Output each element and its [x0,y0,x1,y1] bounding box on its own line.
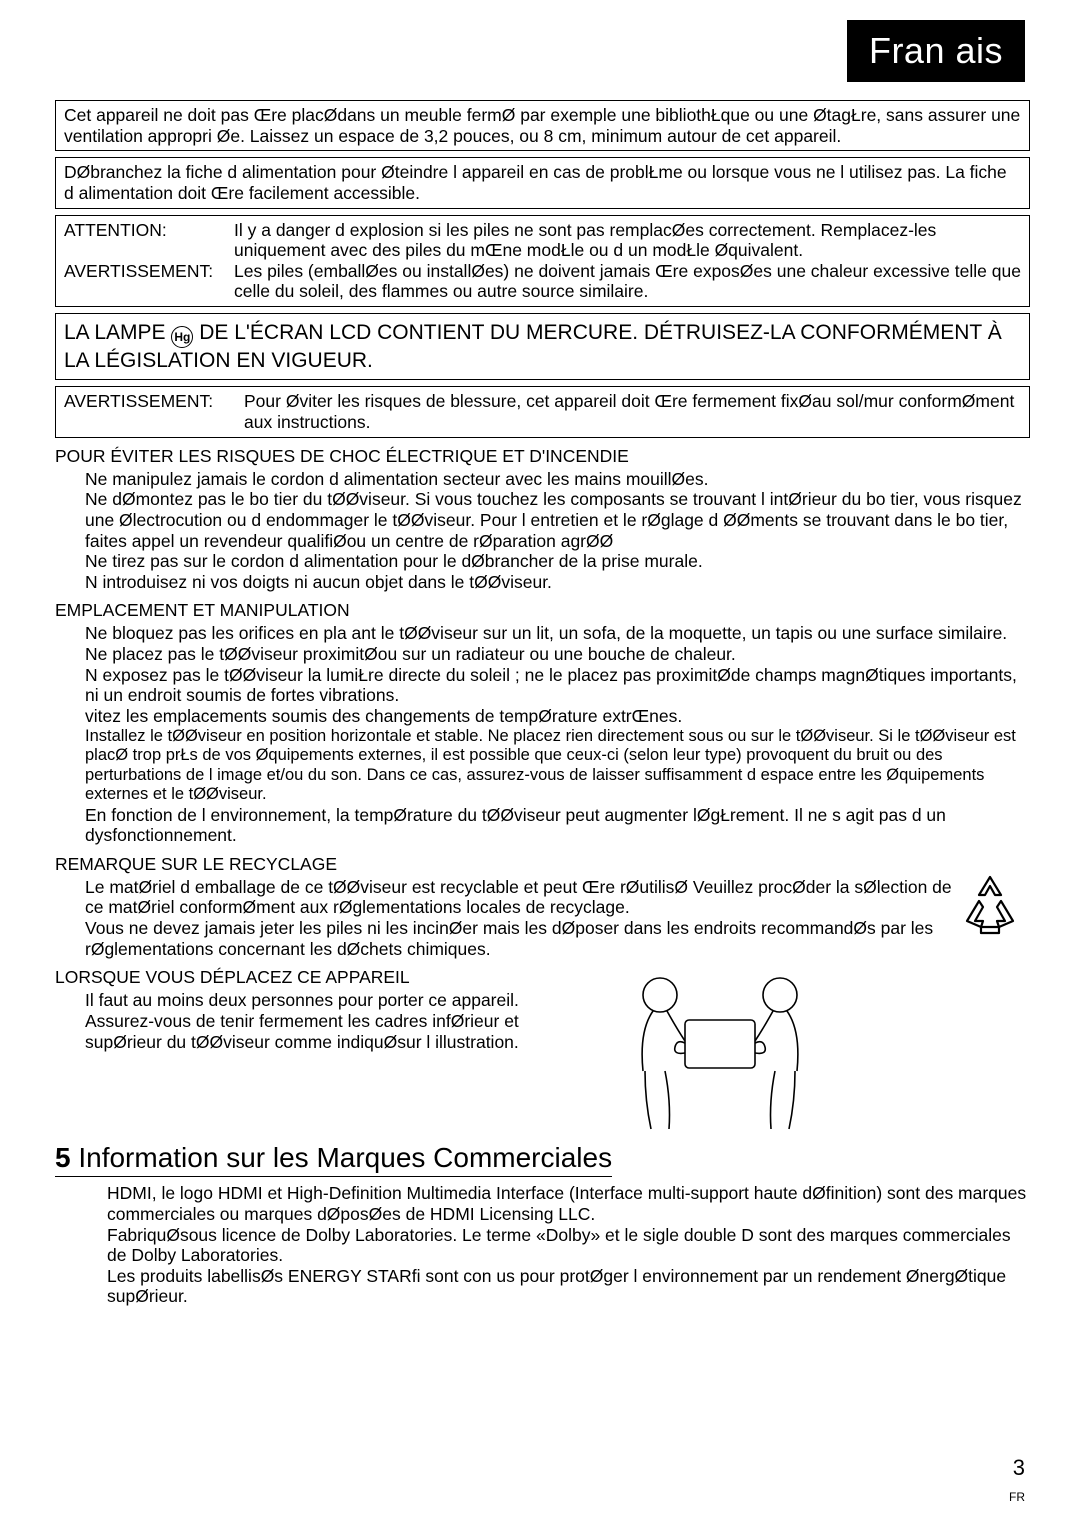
section-recycling-items: Le matØriel d emballage de ce tØØviseur … [85,877,955,960]
list-item: Assurez-vous de tenir fermement les cadr… [85,1011,595,1052]
warning2-label: AVERTISSEMENT: [64,391,244,432]
section-moving-items: Il faut au moins deux personnes pour por… [85,990,595,1052]
list-item: HDMI, le logo HDMI et High-Definition Mu… [107,1183,1030,1224]
language-chip: Fran ais [847,20,1025,82]
section-title: Information sur les Marques Commerciales [71,1142,613,1173]
section-electrical-items: Ne manipulez jamais le cordon d alimenta… [85,469,1030,593]
section-trademark-items: HDMI, le logo HDMI et High-Definition Mu… [107,1183,1030,1307]
list-item: Ne tirez pas sur le cordon d alimentatio… [85,551,1030,572]
list-item: En fonction de l environnement, la tempØ… [85,805,1030,846]
section-location-heading: EMPLACEMENT ET MANIPULATION [55,600,1030,621]
section-electrical-heading: POUR ÉVITER LES RISQUES DE CHOC ÉLECTRIQ… [55,446,1030,467]
list-item: Ne bloquez pas les orifices en pla ant l… [85,623,1030,644]
list-item: vitez les emplacements soumis des change… [85,706,1030,727]
attention-text: Il y a danger d explosion si les piles n… [234,220,1021,261]
list-item: Le matØriel d emballage de ce tØØviseur … [85,877,955,918]
list-item: N introduisez ni vos doigts ni aucun obj… [85,572,1030,593]
list-item: Ne placez pas le tØØviseur proximitØou s… [85,644,1030,665]
list-item: Vous ne devez jamais jeter les piles ni … [85,918,955,959]
recycle-icon [955,871,1025,946]
warning-text: Les piles (emballØes ou installØes) ne d… [234,261,1021,302]
warning-label: AVERTISSEMENT: [64,261,234,302]
page-number: 3 [1013,1455,1025,1481]
attention-label: ATTENTION: [64,220,234,261]
section-trademark-heading: 5 Information sur les Marques Commercial… [55,1142,612,1177]
list-item: Ne manipulez jamais le cordon d alimenta… [85,469,1030,490]
hg-icon: Hg [171,326,193,348]
list-item: FabriquØsous licence de Dolby Laboratori… [107,1225,1030,1266]
section-recycling-heading: REMARQUE SUR LE RECYCLAGE [55,854,1030,875]
notice-box-caution: ATTENTION: Il y a danger d explosion si … [55,215,1030,308]
section-number: 5 [55,1142,71,1173]
list-item: Les produits labellisØs ENERGY STARfi so… [107,1266,1030,1307]
mercury-text-post: DE L'ÉCRAN LCD CONTIENT DU MERCURE. DÉTR… [64,321,1002,372]
notice-box-ventilation: Cet appareil ne doit pas Œre placØdans u… [55,100,1030,151]
page-language-code: FR [1009,1490,1025,1504]
section-moving-heading: LORSQUE VOUS DÉPLACEZ CE APPAREIL [55,967,1030,988]
page-content: Cet appareil ne doit pas Œre placØdans u… [55,100,1030,1307]
section-location-items: Ne bloquez pas les orifices en pla ant l… [85,623,1030,845]
mercury-text-pre: LA LAMPE [64,321,171,344]
warning2-text: Pour Øviter les risques de blessure, cet… [244,391,1021,432]
notice-box-mercury: LA LAMPE Hg DE L'ÉCRAN LCD CONTIENT DU M… [55,313,1030,380]
notice-box-unplug: DØbranchez la fiche d alimentation pour … [55,157,1030,208]
list-item: Il faut au moins deux personnes pour por… [85,990,595,1011]
list-item: Ne dØmontez pas le bo tier du tØØviseur.… [85,489,1030,551]
two-people-carry-icon [615,965,825,1140]
list-item: Installez le tØØviseur en position horiz… [85,727,1030,805]
list-item: N exposez pas le tØØviseur la lumiŁre di… [85,665,1030,706]
notice-box-wallmount: AVERTISSEMENT: Pour Øviter les risques d… [55,386,1030,437]
